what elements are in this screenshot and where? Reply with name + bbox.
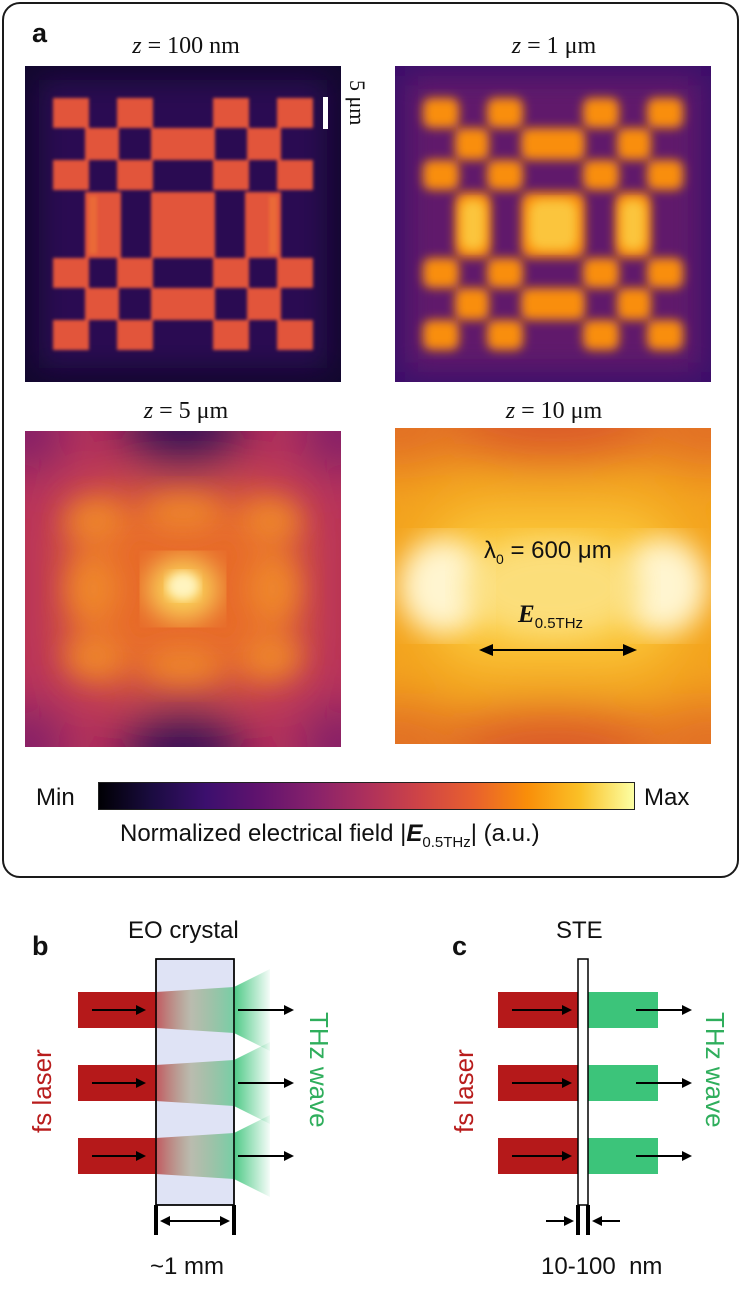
- eo-thickness-label: ~1 mm: [150, 1253, 225, 1280]
- thz-wave-label-c: THz wave: [700, 1012, 730, 1128]
- scale-bar-label: 5 μm: [345, 80, 370, 126]
- ste-thickness-label: 10-100 nm: [541, 1253, 663, 1280]
- map-title-z5um: z = 5 μm: [143, 398, 229, 424]
- map-title-z100nm: z = 100 nm: [132, 33, 240, 59]
- panel-a-frame: [2, 2, 739, 878]
- colorbar-max-label: Max: [644, 784, 690, 811]
- field-map-z100nm: [25, 66, 341, 382]
- thz-wave-label-b: THz wave: [304, 1012, 334, 1128]
- fs-laser-label-c: fs laser: [449, 1049, 479, 1133]
- ste-film: [577, 958, 589, 1206]
- colorbar-min-label: Min: [36, 784, 75, 811]
- scale-bar: [323, 97, 328, 129]
- fs-laser-label-b: fs laser: [27, 1049, 57, 1133]
- map-title-z10um: z = 10 μm: [505, 398, 603, 424]
- colorbar: [98, 782, 635, 810]
- field-map-z10um: [395, 428, 711, 744]
- field-polarization-label: E0.5THz: [518, 601, 584, 632]
- map-title-z1um: z = 1 μm: [511, 33, 597, 59]
- ste-label: STE: [556, 917, 603, 944]
- diagram-ste: [498, 958, 692, 1235]
- colorbar-title: Normalized electrical field |E0.5THz| (a…: [120, 820, 540, 851]
- wavelength-label: λ0 = 600 μm: [484, 537, 612, 567]
- panel-b-label: b: [32, 931, 49, 961]
- field-map-z5um: [25, 431, 341, 747]
- panel-a-label: a: [32, 18, 48, 48]
- field-map-z1um: [395, 66, 711, 382]
- panel-c-label: c: [452, 931, 468, 961]
- diagram-eo-crystal: [78, 958, 294, 1235]
- eo-crystal-label: EO crystal: [128, 917, 239, 944]
